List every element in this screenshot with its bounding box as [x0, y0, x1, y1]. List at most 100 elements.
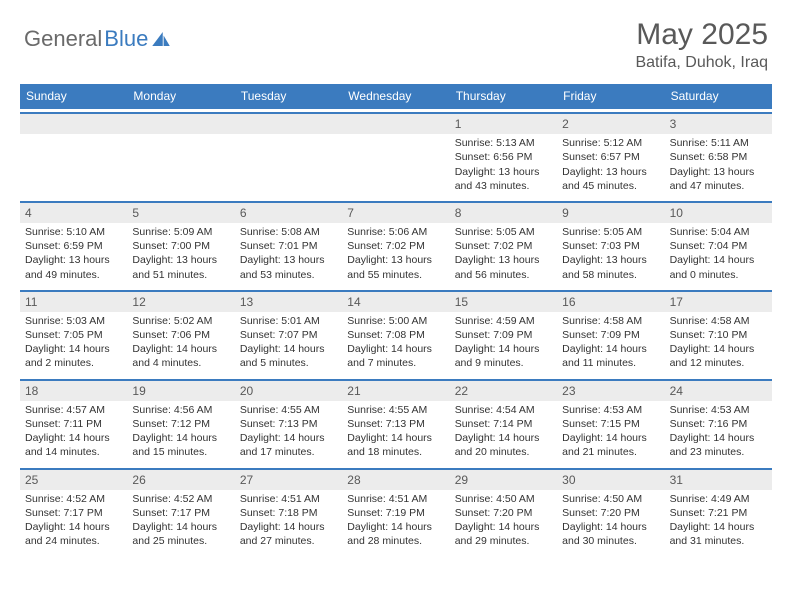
day-number: 23 — [557, 379, 664, 401]
sunrise-text: Sunrise: 5:00 AM — [347, 314, 444, 328]
sunrise-text: Sunrise: 4:50 AM — [455, 492, 552, 506]
daylight-text: Daylight: 14 hours and 5 minutes. — [240, 342, 337, 370]
sunset-text: Sunset: 7:11 PM — [25, 417, 122, 431]
sunrise-text: Sunrise: 4:49 AM — [670, 492, 767, 506]
weekday-header: Tuesday — [235, 84, 342, 108]
day-number: 21 — [342, 379, 449, 401]
weekday-header: Wednesday — [342, 84, 449, 108]
calendar-cell: 9Sunrise: 5:05 AMSunset: 7:03 PMDaylight… — [557, 198, 664, 287]
sunset-text: Sunset: 6:59 PM — [25, 239, 122, 253]
weekday-header: Monday — [127, 84, 234, 108]
day-number: 6 — [235, 201, 342, 223]
sunrise-text: Sunrise: 5:04 AM — [670, 225, 767, 239]
sunrise-text: Sunrise: 5:10 AM — [25, 225, 122, 239]
calendar-cell: 16Sunrise: 4:58 AMSunset: 7:09 PMDayligh… — [557, 287, 664, 376]
sunset-text: Sunset: 7:05 PM — [25, 328, 122, 342]
day-number: 2 — [557, 112, 664, 134]
sunset-text: Sunset: 7:02 PM — [455, 239, 552, 253]
daylight-text: Daylight: 13 hours and 47 minutes. — [670, 165, 767, 193]
sunset-text: Sunset: 7:04 PM — [670, 239, 767, 253]
calendar-cell: 19Sunrise: 4:56 AMSunset: 7:12 PMDayligh… — [127, 376, 234, 465]
calendar-cell: 26Sunrise: 4:52 AMSunset: 7:17 PMDayligh… — [127, 465, 234, 554]
calendar-cell: 21Sunrise: 4:55 AMSunset: 7:13 PMDayligh… — [342, 376, 449, 465]
day-number: 19 — [127, 379, 234, 401]
sunrise-text: Sunrise: 4:56 AM — [132, 403, 229, 417]
day-number: 8 — [450, 201, 557, 223]
calendar-cell: 13Sunrise: 5:01 AMSunset: 7:07 PMDayligh… — [235, 287, 342, 376]
daylight-text: Daylight: 14 hours and 17 minutes. — [240, 431, 337, 459]
daylight-text: Daylight: 13 hours and 55 minutes. — [347, 253, 444, 281]
sunrise-text: Sunrise: 4:53 AM — [562, 403, 659, 417]
sunset-text: Sunset: 6:57 PM — [562, 150, 659, 164]
daylight-text: Daylight: 13 hours and 53 minutes. — [240, 253, 337, 281]
daylight-text: Daylight: 14 hours and 29 minutes. — [455, 520, 552, 548]
day-number — [20, 112, 127, 134]
day-number: 31 — [665, 468, 772, 490]
day-number: 16 — [557, 290, 664, 312]
sunset-text: Sunset: 7:18 PM — [240, 506, 337, 520]
daylight-text: Daylight: 14 hours and 7 minutes. — [347, 342, 444, 370]
sunset-text: Sunset: 7:16 PM — [670, 417, 767, 431]
calendar-cell: 27Sunrise: 4:51 AMSunset: 7:18 PMDayligh… — [235, 465, 342, 554]
daylight-text: Daylight: 13 hours and 45 minutes. — [562, 165, 659, 193]
daylight-text: Daylight: 14 hours and 12 minutes. — [670, 342, 767, 370]
daylight-text: Daylight: 14 hours and 28 minutes. — [347, 520, 444, 548]
sunrise-text: Sunrise: 5:13 AM — [455, 136, 552, 150]
day-number: 20 — [235, 379, 342, 401]
logo-sail-icon — [152, 32, 170, 46]
sunset-text: Sunset: 6:56 PM — [455, 150, 552, 164]
daylight-text: Daylight: 14 hours and 2 minutes. — [25, 342, 122, 370]
day-number: 25 — [20, 468, 127, 490]
sunset-text: Sunset: 7:12 PM — [132, 417, 229, 431]
sunrise-text: Sunrise: 5:01 AM — [240, 314, 337, 328]
sunrise-text: Sunrise: 5:02 AM — [132, 314, 229, 328]
calendar-body: 1Sunrise: 5:13 AMSunset: 6:56 PMDaylight… — [20, 109, 772, 553]
sunrise-text: Sunrise: 5:06 AM — [347, 225, 444, 239]
day-number — [342, 112, 449, 134]
title-block: May 2025 Batifa, Duhok, Iraq — [635, 18, 768, 72]
calendar-cell: 15Sunrise: 4:59 AMSunset: 7:09 PMDayligh… — [450, 287, 557, 376]
sunset-text: Sunset: 7:02 PM — [347, 239, 444, 253]
calendar-cell: 18Sunrise: 4:57 AMSunset: 7:11 PMDayligh… — [20, 376, 127, 465]
sunrise-text: Sunrise: 4:51 AM — [240, 492, 337, 506]
day-number: 9 — [557, 201, 664, 223]
calendar-cell: 7Sunrise: 5:06 AMSunset: 7:02 PMDaylight… — [342, 198, 449, 287]
calendar-cell: 31Sunrise: 4:49 AMSunset: 7:21 PMDayligh… — [665, 465, 772, 554]
sunrise-text: Sunrise: 4:57 AM — [25, 403, 122, 417]
sunrise-text: Sunrise: 5:08 AM — [240, 225, 337, 239]
day-number: 10 — [665, 201, 772, 223]
day-number — [235, 112, 342, 134]
daylight-text: Daylight: 14 hours and 23 minutes. — [670, 431, 767, 459]
calendar-cell — [127, 109, 234, 198]
daylight-text: Daylight: 14 hours and 27 minutes. — [240, 520, 337, 548]
sunrise-text: Sunrise: 5:11 AM — [670, 136, 767, 150]
calendar-cell — [235, 109, 342, 198]
daylight-text: Daylight: 14 hours and 24 minutes. — [25, 520, 122, 548]
calendar-cell: 5Sunrise: 5:09 AMSunset: 7:00 PMDaylight… — [127, 198, 234, 287]
sunset-text: Sunset: 7:17 PM — [132, 506, 229, 520]
daylight-text: Daylight: 14 hours and 11 minutes. — [562, 342, 659, 370]
calendar-cell: 20Sunrise: 4:55 AMSunset: 7:13 PMDayligh… — [235, 376, 342, 465]
sunset-text: Sunset: 7:15 PM — [562, 417, 659, 431]
weekday-header: Thursday — [450, 84, 557, 108]
calendar-cell: 24Sunrise: 4:53 AMSunset: 7:16 PMDayligh… — [665, 376, 772, 465]
sunrise-text: Sunrise: 5:03 AM — [25, 314, 122, 328]
sunset-text: Sunset: 7:07 PM — [240, 328, 337, 342]
calendar-cell: 29Sunrise: 4:50 AMSunset: 7:20 PMDayligh… — [450, 465, 557, 554]
sunset-text: Sunset: 6:58 PM — [670, 150, 767, 164]
sunset-text: Sunset: 7:20 PM — [562, 506, 659, 520]
day-number: 12 — [127, 290, 234, 312]
day-number: 5 — [127, 201, 234, 223]
calendar-cell: 28Sunrise: 4:51 AMSunset: 7:19 PMDayligh… — [342, 465, 449, 554]
sunset-text: Sunset: 7:14 PM — [455, 417, 552, 431]
sunset-text: Sunset: 7:10 PM — [670, 328, 767, 342]
sunrise-text: Sunrise: 4:51 AM — [347, 492, 444, 506]
sunrise-text: Sunrise: 4:53 AM — [670, 403, 767, 417]
calendar-cell: 23Sunrise: 4:53 AMSunset: 7:15 PMDayligh… — [557, 376, 664, 465]
sunset-text: Sunset: 7:13 PM — [240, 417, 337, 431]
sunrise-text: Sunrise: 4:54 AM — [455, 403, 552, 417]
sunset-text: Sunset: 7:01 PM — [240, 239, 337, 253]
day-number: 17 — [665, 290, 772, 312]
day-number: 18 — [20, 379, 127, 401]
calendar-cell: 17Sunrise: 4:58 AMSunset: 7:10 PMDayligh… — [665, 287, 772, 376]
